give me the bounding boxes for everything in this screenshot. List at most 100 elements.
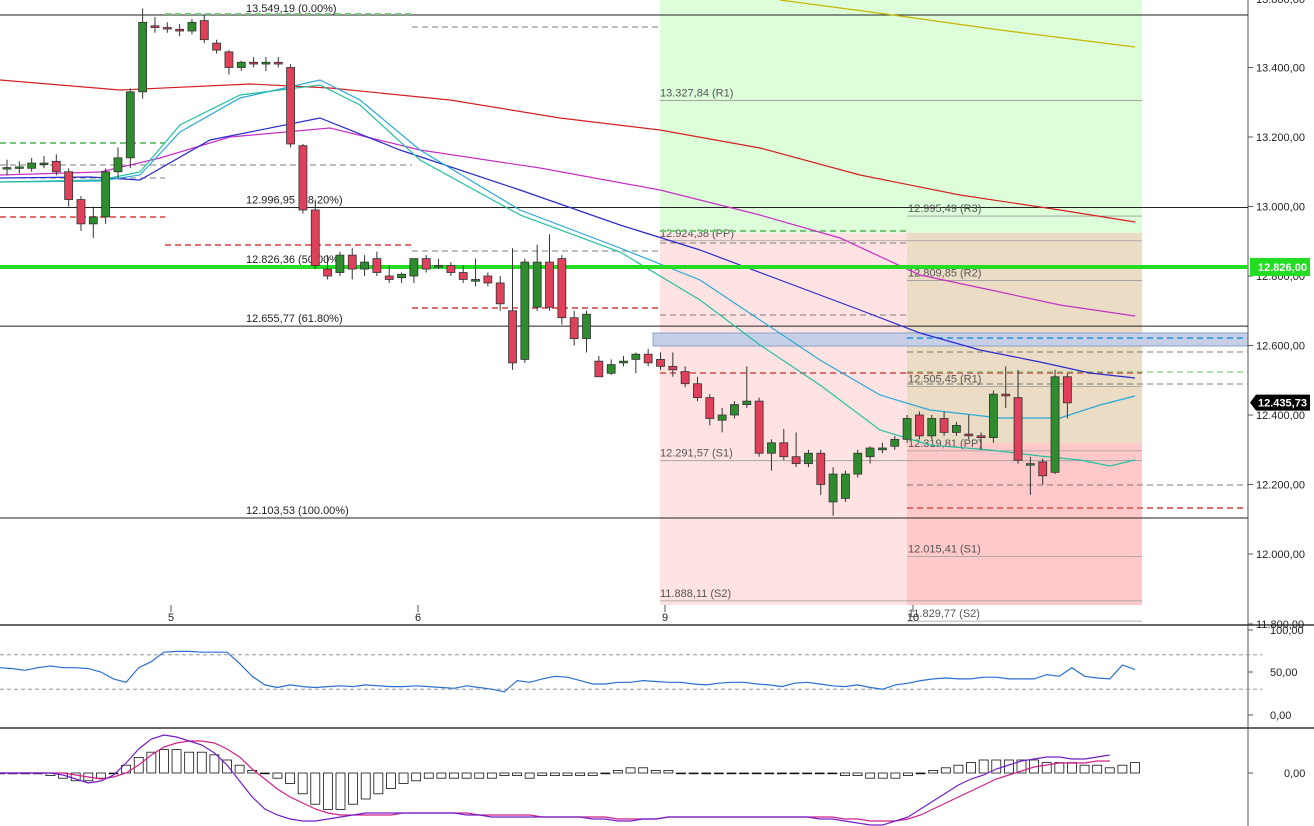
ema-cyan-line — [0, 79, 1136, 419]
pivot-label: 11.829,77 (S2) — [908, 608, 980, 620]
candle-body — [298, 145, 308, 211]
macd-histogram-bar — [1041, 762, 1052, 774]
macd-histogram-bar — [322, 772, 333, 810]
sma-magenta-line — [0, 127, 1136, 317]
candle-body — [841, 473, 850, 499]
candle-body — [150, 25, 160, 28]
candle-body — [927, 418, 937, 437]
macd-histogram-bar — [890, 772, 901, 779]
y-tick-label: 12.600,00 — [1256, 341, 1305, 353]
current-price-tag — [1250, 394, 1310, 411]
macd-histogram-bar — [247, 770, 258, 774]
candle-body — [742, 400, 752, 405]
macd-histogram-bar — [953, 764, 964, 774]
macd-histogram-bar — [877, 772, 888, 779]
macd-histogram-bar — [814, 772, 825, 775]
macd-histogram-bar — [297, 772, 308, 795]
macd-histogram-bar — [650, 770, 661, 774]
macd-histogram-bar — [499, 772, 510, 776]
candle-body — [717, 414, 727, 421]
candle-body — [902, 418, 912, 440]
macd-histogram-bar — [764, 772, 775, 775]
candle-body — [51, 160, 61, 173]
candle-body — [64, 171, 74, 200]
candle-body — [175, 28, 185, 32]
macd-histogram-bar — [1079, 764, 1090, 774]
macd-histogram-bar — [285, 772, 295, 784]
macd-histogram-bar — [789, 772, 800, 775]
macd-histogram-bar — [386, 772, 396, 790]
macd-histogram-bar — [852, 772, 863, 776]
pivot-label: 13.327,84 (R1) — [660, 88, 733, 100]
macd-histogram-bar — [915, 772, 926, 775]
candle-body — [890, 438, 900, 447]
candle-body — [964, 433, 974, 437]
macd-line — [0, 734, 1110, 826]
pivot-label: 12.505,45 (R1) — [908, 373, 981, 385]
macd-histogram-bar — [562, 772, 573, 776]
candle-body — [2, 167, 12, 170]
pivot-label: 11.888,11 (S2) — [660, 588, 731, 600]
macd-histogram-bar — [411, 772, 422, 782]
macd-histogram-bar — [840, 772, 850, 776]
osc-tick-label: 100,00 — [1270, 625, 1304, 637]
candle-body — [471, 279, 480, 282]
candle-body — [27, 162, 37, 169]
candle-body — [187, 21, 197, 32]
candle-body — [286, 67, 295, 145]
candle-body — [323, 268, 332, 277]
candle-body — [76, 199, 86, 225]
macd-histogram-bar — [524, 772, 535, 779]
candle-body — [853, 452, 863, 475]
candle-body — [619, 360, 628, 364]
candle-body — [791, 456, 801, 465]
macd-histogram-bar — [676, 772, 686, 775]
candle-body — [249, 61, 259, 65]
candle-body — [779, 442, 789, 458]
candle-body — [162, 27, 172, 30]
candle-body — [989, 393, 998, 438]
candle-body — [212, 42, 222, 51]
candle-body — [816, 452, 826, 485]
candle-body — [828, 473, 838, 503]
macd-histogram-bar — [549, 772, 560, 776]
candle-body — [594, 360, 604, 378]
candle-body — [310, 209, 320, 266]
macd-histogram-bar — [398, 772, 409, 784]
macd-histogram-bar — [95, 772, 106, 779]
macd-histogram-bar — [272, 772, 283, 779]
candle-body — [273, 61, 283, 65]
candle-body — [569, 317, 579, 339]
macd-histogram-bar — [222, 759, 232, 774]
macd-histogram-bar — [461, 772, 472, 779]
macd-histogram-bar — [512, 772, 522, 776]
macd-histogram-bar — [146, 751, 157, 774]
macd-tick-label: 0,00 — [1284, 768, 1305, 780]
macd-histogram-bar — [638, 767, 649, 774]
macd-histogram-bar — [1130, 762, 1140, 774]
macd-histogram-bar — [159, 749, 169, 774]
candle-body — [125, 91, 135, 159]
macd-histogram-bar — [991, 759, 1002, 774]
candle-body — [878, 447, 887, 451]
candle-body — [705, 397, 715, 419]
candle-body — [557, 258, 567, 319]
x-tick-label: 6 — [415, 612, 421, 624]
macd-histogram-bar — [234, 764, 245, 774]
candle-body — [360, 261, 369, 270]
candle-body — [606, 364, 616, 374]
macd-histogram-bar — [373, 772, 384, 795]
candle-body — [952, 425, 961, 433]
y-tick-label: 12.400,00 — [1256, 410, 1305, 422]
y-tick-label: 13.800,00 — [1256, 0, 1305, 6]
macd-histogram-bar — [903, 772, 913, 776]
macd-histogram-bar — [1092, 764, 1103, 774]
candle-body — [532, 261, 542, 308]
macd-histogram-bar — [348, 772, 359, 805]
candle-body — [199, 20, 209, 41]
macd-histogram-bar — [978, 759, 989, 774]
candle-body — [1050, 376, 1060, 473]
macd-histogram-bar — [196, 751, 207, 774]
candle-body — [668, 365, 678, 371]
x-tick-label: 5 — [168, 612, 174, 624]
